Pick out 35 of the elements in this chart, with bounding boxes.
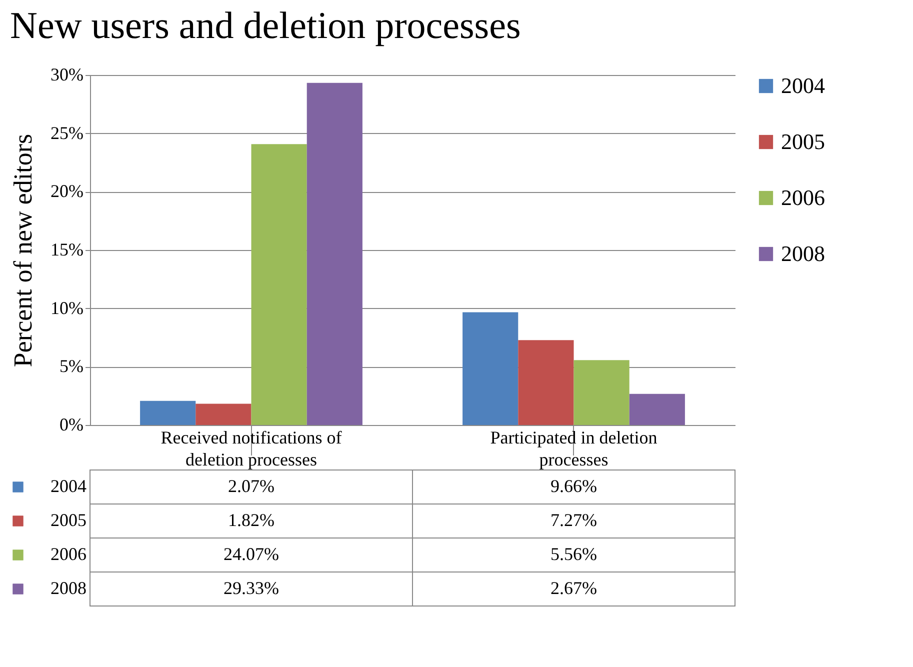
y-tick-label: 25% (50, 122, 84, 143)
legend-label: 2008 (781, 241, 825, 266)
data-label: 9.66% (550, 476, 597, 496)
legend-label: 2006 (781, 185, 825, 210)
x-tick-label: Received notifications of deletion processes (160, 428, 342, 470)
bar (574, 360, 630, 425)
y-tick-label: 15% (50, 240, 84, 260)
y-tick-label: 5% (60, 356, 84, 376)
data-label: 7.27% (550, 510, 597, 530)
y-tick-label: 10% (50, 298, 84, 318)
text: 2004 (781, 73, 825, 98)
text: 2006 (50, 544, 86, 564)
data-label: 24.07% (224, 544, 279, 564)
data-label: 29.33% (224, 578, 279, 598)
data-label: 2.07% (228, 476, 274, 496)
bar (140, 400, 196, 425)
data-label: 2.67% (550, 578, 597, 598)
legend-label: 2004 (50, 476, 86, 496)
y-tick-label: 30% (50, 64, 84, 84)
data-label: 1.82% (228, 510, 274, 530)
bar (462, 312, 518, 425)
bar (196, 404, 252, 425)
bar (518, 340, 574, 425)
bar (306, 82, 362, 425)
y-axis-title: Percent of new editors (8, 134, 38, 368)
y-tick-label: 0% (60, 414, 84, 434)
x-tick-label: Participated in deletion processes (490, 428, 658, 470)
y-tick-label: 20% (50, 181, 84, 202)
text: 2008 (50, 578, 86, 598)
bar (251, 144, 307, 425)
data-label: 5.56% (550, 544, 597, 564)
text: 2005 (781, 129, 825, 154)
bar (629, 394, 685, 425)
legend-label: 2005 (50, 510, 86, 530)
chart-title: New users and deletion processes (10, 5, 521, 47)
